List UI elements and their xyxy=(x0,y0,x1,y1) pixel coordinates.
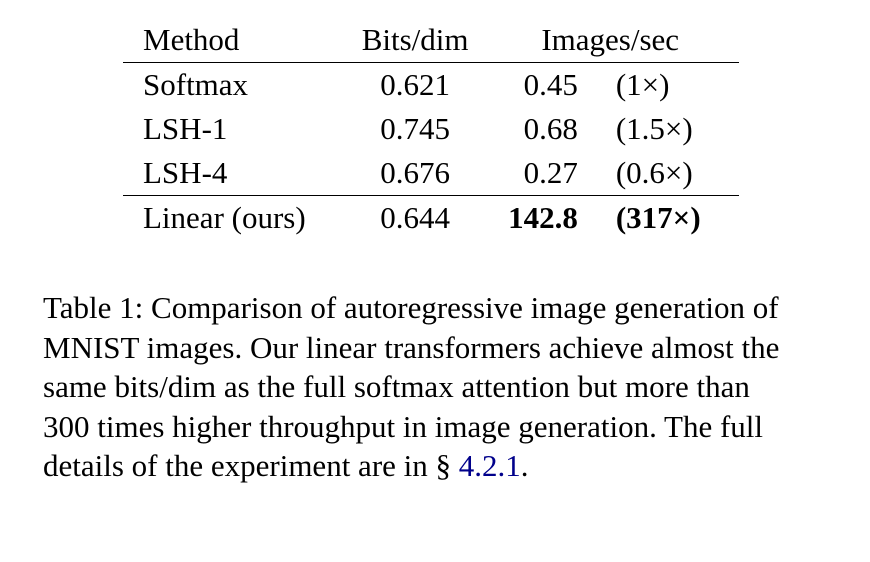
row-bits-dim: 0.745 xyxy=(380,111,450,146)
caption-line: MNIST images. Our linear transformers ac… xyxy=(43,329,780,365)
row-method: LSH-1 xyxy=(143,111,228,146)
header-method: Method xyxy=(123,18,349,63)
row-speedup: (1×) xyxy=(615,67,670,102)
row-speedup: (1.5×) xyxy=(615,111,693,146)
table-header-row: Method Bits/dim Images/sec xyxy=(123,18,739,63)
row-speedup-best: (317×) xyxy=(615,200,701,235)
table-row: Linear (ours) 0.644 142.8 (317×) xyxy=(123,196,739,241)
results-table: Method Bits/dim Images/sec Softmax 0.621… xyxy=(123,18,739,240)
row-bits-dim: 0.644 xyxy=(380,200,450,235)
row-method: Softmax xyxy=(143,67,249,102)
caption-line: 300 times higher throughput in image gen… xyxy=(43,408,764,444)
row-bits-dim: 0.676 xyxy=(348,151,482,196)
caption-period: . xyxy=(520,448,529,483)
table-row: LSH-1 0.745 0.68 (1.5×) xyxy=(123,107,739,151)
row-bits-dim: 0.621 xyxy=(380,67,450,102)
caption-line: Table 1: Comparison of autoregressive im… xyxy=(43,290,779,325)
table-caption: Table 1: Comparison of autoregressive im… xyxy=(43,288,843,486)
table-row: LSH-4 0.676 0.27 (0.6×) xyxy=(123,151,739,196)
caption-line: same bits/dim as the full softmax attent… xyxy=(43,369,750,404)
caption-text: details of the experiment are in § xyxy=(43,448,459,483)
table-row: Softmax 0.621 0.45 (1×) xyxy=(123,63,739,108)
row-images-sec: 0.45 xyxy=(523,67,578,102)
row-images-sec: 0.68 xyxy=(523,111,578,146)
row-images-sec-best: 142.8 xyxy=(508,200,578,235)
section-reference-link[interactable]: 4.2.1 xyxy=(458,448,521,483)
results-table-container: Method Bits/dim Images/sec Softmax 0.621… xyxy=(123,18,739,240)
row-images-sec: 0.27 xyxy=(481,151,578,196)
caption-line: details of the experiment are in § 4.2.1… xyxy=(43,446,843,486)
row-speedup: (0.6×) xyxy=(577,151,739,196)
row-method: LSH-4 xyxy=(123,151,349,196)
header-images-sec: Images/sec xyxy=(481,18,739,63)
row-method: Linear (ours) xyxy=(143,200,306,235)
header-bits-dim: Bits/dim xyxy=(348,18,482,63)
